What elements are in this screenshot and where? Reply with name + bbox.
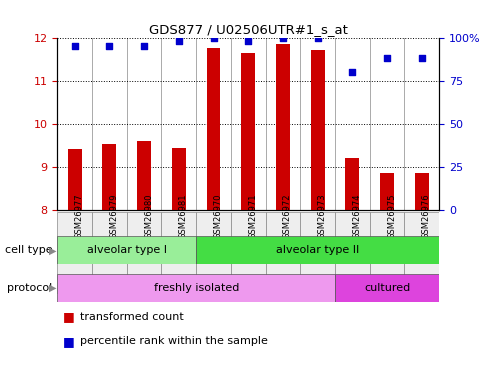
Bar <box>172 148 186 210</box>
Text: ▶: ▶ <box>49 245 57 255</box>
Text: protocol: protocol <box>7 283 52 293</box>
Point <box>105 43 113 49</box>
Bar <box>335 274 439 302</box>
Text: GSM26971: GSM26971 <box>248 193 257 239</box>
Text: GSM26970: GSM26970 <box>214 193 223 239</box>
Bar <box>196 236 439 264</box>
Point <box>348 69 356 75</box>
Text: percentile rank within the sample: percentile rank within the sample <box>80 336 268 346</box>
Text: GSM26977: GSM26977 <box>75 193 84 239</box>
Text: GSM26980: GSM26980 <box>144 193 153 239</box>
Text: GSM26981: GSM26981 <box>179 193 188 239</box>
Bar <box>92 212 127 294</box>
Bar <box>300 212 335 294</box>
Point <box>175 38 183 44</box>
Text: GSM26975: GSM26975 <box>387 193 396 239</box>
Text: ■: ■ <box>62 310 74 323</box>
Bar <box>415 173 429 210</box>
Point <box>71 43 79 49</box>
Bar <box>137 141 151 210</box>
Text: alveolar type II: alveolar type II <box>276 245 359 255</box>
Text: GSM26974: GSM26974 <box>352 193 361 239</box>
Point <box>210 34 218 40</box>
Text: alveolar type I: alveolar type I <box>87 245 167 255</box>
Bar <box>265 212 300 294</box>
Text: GDS877 / U02506UTR#1_s_at: GDS877 / U02506UTR#1_s_at <box>149 22 348 36</box>
Text: GSM26972: GSM26972 <box>283 193 292 239</box>
Bar <box>404 212 439 294</box>
Bar <box>207 48 221 210</box>
Point <box>314 34 322 40</box>
Bar <box>68 149 82 210</box>
Bar <box>345 158 359 210</box>
Text: GSM26973: GSM26973 <box>318 193 327 239</box>
Point <box>418 55 426 61</box>
Point <box>140 43 148 49</box>
Text: GSM26976: GSM26976 <box>422 193 431 239</box>
Bar <box>57 212 92 294</box>
Point <box>244 38 252 44</box>
Bar <box>335 212 370 294</box>
Text: cell type: cell type <box>5 245 52 255</box>
Bar <box>102 144 116 210</box>
Text: GSM26979: GSM26979 <box>109 193 118 239</box>
Bar <box>57 236 196 264</box>
Bar <box>242 53 255 210</box>
Point <box>279 34 287 40</box>
Bar <box>311 51 324 210</box>
Point <box>383 55 391 61</box>
Text: transformed count: transformed count <box>80 312 184 322</box>
Text: freshly isolated: freshly isolated <box>154 283 239 293</box>
Bar <box>196 212 231 294</box>
Bar <box>231 212 265 294</box>
Bar <box>127 212 162 294</box>
Bar <box>370 212 404 294</box>
Text: ■: ■ <box>62 335 74 348</box>
Bar <box>380 173 394 210</box>
Bar <box>162 212 196 294</box>
Bar <box>276 44 290 210</box>
Bar <box>57 274 335 302</box>
Text: cultured: cultured <box>364 283 410 293</box>
Text: ▶: ▶ <box>49 283 57 293</box>
